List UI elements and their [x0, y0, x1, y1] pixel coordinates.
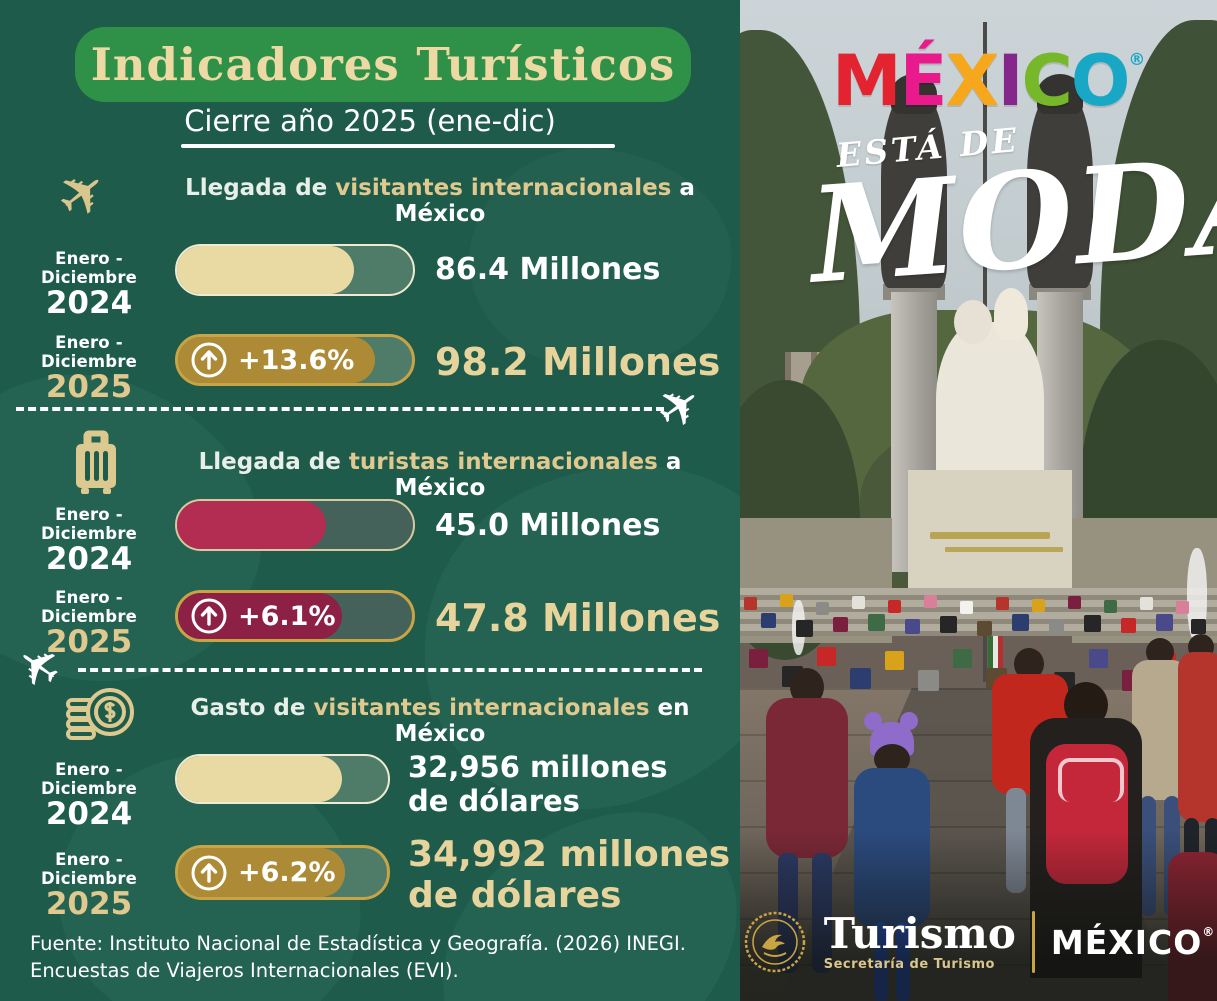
heading-suffix: en México	[394, 695, 690, 747]
year-label: 2025	[45, 886, 133, 922]
heading-prefix: Gasto de	[190, 695, 314, 721]
fountain	[1187, 548, 1207, 643]
bar-fill	[177, 246, 354, 294]
government-eagle-seal-icon	[744, 911, 805, 973]
heading-prefix: Llegada de	[198, 449, 349, 475]
dashed-divider	[78, 668, 702, 672]
mexico-wordmark: MÉXICO ®	[1051, 923, 1215, 962]
arrow-up-circle-icon	[191, 855, 227, 890]
fountain	[792, 600, 805, 655]
heading-prefix: Llegada de	[185, 175, 336, 201]
logo-letter: I	[997, 40, 1023, 122]
logo-letter: É	[899, 40, 948, 122]
period-label: Enero - Diciembre	[40, 249, 138, 287]
bar-visitantes-2024	[175, 244, 415, 296]
divider-rule	[181, 144, 615, 148]
section-heading-gasto: Gasto de visitantes internacionales en M…	[150, 695, 730, 747]
period-label: Enero - Diciembre	[40, 760, 138, 798]
year-label: 2025	[45, 624, 133, 660]
source-citation: Fuente: Instituto Nacional de Estadístic…	[30, 932, 686, 983]
period-label: Enero - Diciembre	[40, 588, 138, 626]
bar-value: 47.8 Millones	[435, 596, 721, 640]
bar-value: 45.0 Millones	[435, 508, 661, 543]
mexico-logo: M É X I C O ®	[832, 46, 1145, 116]
row-label-2024: Enero - Diciembre 2024	[14, 760, 164, 831]
row-label-2024: Enero - Diciembre 2024	[14, 505, 164, 576]
registered-mark: ®	[1128, 50, 1146, 70]
bar-turistas-2025: +6.1%	[175, 590, 415, 642]
bar-gasto-2024	[175, 754, 390, 804]
row-label-2025: Enero - Diciembre 2025	[14, 333, 164, 404]
growth-percent: +6.1%	[238, 600, 336, 632]
bottom-shade	[740, 831, 1217, 1001]
monument-steps	[740, 588, 1217, 636]
indicators-panel: Indicadores Turísticos Cierre año 2025 (…	[2, 27, 731, 983]
period-label: Enero - Diciembre	[40, 505, 138, 543]
row-label-2025: Enero - Diciembre 2025	[14, 588, 164, 659]
growth-chip: +6.2%	[190, 848, 336, 897]
year-label: 2025	[45, 369, 133, 405]
logo-letter: X	[945, 40, 1000, 122]
photo-panel: M É X I C O ® ESTÁ DE MODA Turismo Secre…	[740, 0, 1217, 1001]
agency-name: Turismo	[823, 908, 1016, 958]
page-title: Indicadores Turísticos	[90, 38, 676, 91]
heading-suffix: a México	[394, 449, 682, 501]
logo-letter: O	[1070, 40, 1130, 122]
pedestal-inscription	[930, 532, 1050, 539]
luggage-icon	[68, 428, 124, 502]
title-banner: Indicadores Turísticos	[75, 27, 691, 102]
row-label-2025: Enero - Diciembre 2025	[14, 850, 164, 921]
arrow-up-circle-icon	[191, 342, 227, 378]
brand-name: MÉXICO	[1050, 922, 1203, 962]
subtitle: Cierre año 2025 (ene-dic)	[184, 104, 556, 138]
eagle-statue-left	[881, 74, 947, 288]
growth-percent: +13.6%	[238, 344, 355, 376]
arrow-up-circle-icon	[191, 598, 227, 634]
growth-percent: +6.2%	[238, 857, 336, 888]
bar-value: 32,956 millones de dólares	[408, 750, 668, 819]
crowd	[740, 598, 741, 599]
heading-highlight: turistas internacionales	[348, 449, 658, 475]
growth-chip: +13.6%	[190, 337, 354, 383]
logo-letter: C	[1021, 40, 1073, 122]
year-label: 2024	[45, 541, 133, 577]
bar-value: 98.2 Millones	[435, 340, 721, 384]
plane-icon: ✈	[42, 152, 123, 236]
period-label: Enero - Diciembre	[40, 333, 138, 371]
brandbar-divider	[1031, 911, 1035, 973]
coins-icon	[62, 682, 136, 748]
bar-value: 86.4 Millones	[435, 252, 661, 287]
year-label: 2024	[45, 796, 133, 832]
dashed-divider	[16, 407, 664, 411]
section-heading-turistas: Llegada de turistas internacionales a Mé…	[150, 449, 730, 501]
turismo-wordmark: Turismo Secretaría de Turismo	[823, 908, 1016, 972]
bar-visitantes-2025: +13.6%	[175, 334, 415, 386]
eagle-statue-right	[1027, 74, 1093, 288]
logo-letter: M	[832, 40, 902, 122]
heading-highlight: visitantes internacionales	[335, 175, 672, 201]
year-label: 2024	[45, 285, 133, 321]
row-label-2024: Enero - Diciembre 2024	[14, 249, 164, 320]
period-label: Enero - Diciembre	[40, 850, 138, 888]
bar-gasto-2025: +6.2%	[175, 845, 390, 900]
agency-subtitle: Secretaría de Turismo	[823, 956, 995, 972]
bar-value: 34,992 millones de dólares	[408, 834, 731, 917]
section-heading-visitantes: Llegada de visitantes internacionales a …	[150, 175, 730, 227]
heading-suffix: a México	[394, 175, 695, 227]
government-brandbar: Turismo Secretaría de Turismo MÉXICO ®	[740, 892, 1217, 992]
bar-fill	[177, 501, 326, 549]
heading-highlight: visitantes internacionales	[313, 695, 650, 721]
bar-fill	[177, 756, 342, 802]
plane-icon: ✈	[644, 370, 715, 446]
registered-mark: ®	[1202, 924, 1216, 939]
monument-pedestal	[908, 470, 1072, 595]
bar-turistas-2024	[175, 499, 415, 551]
growth-chip: +6.1%	[190, 593, 336, 639]
